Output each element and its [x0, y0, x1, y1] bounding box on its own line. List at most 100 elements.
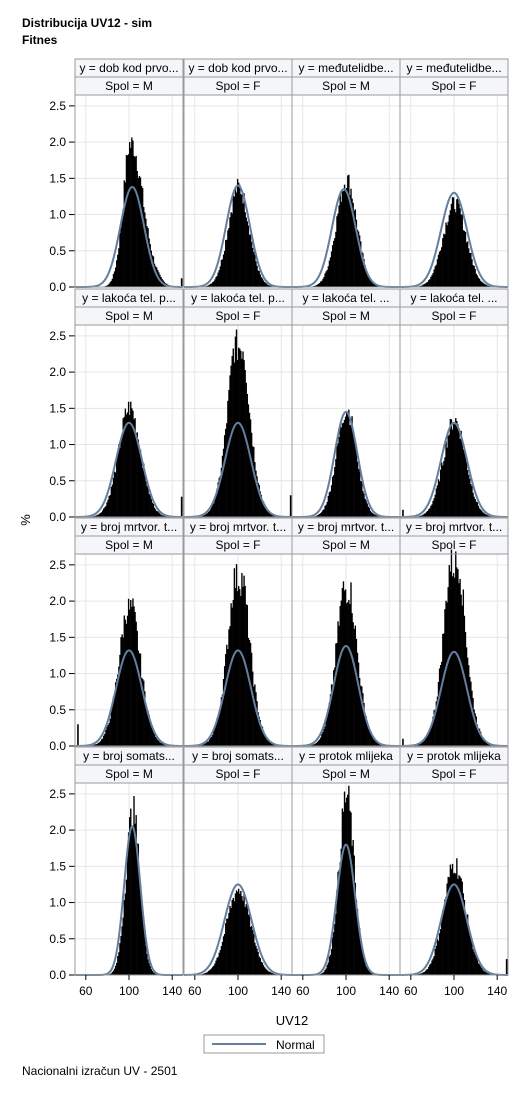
- histogram-bar: [476, 275, 479, 287]
- histogram-bar: [433, 710, 435, 746]
- histogram-spike: [402, 509, 404, 517]
- histogram-bar: [244, 212, 246, 287]
- panel-frame: [74, 94, 184, 288]
- y-tick-label: 1.0: [49, 896, 66, 910]
- histogram-bar: [353, 855, 355, 975]
- normal-curve: [184, 421, 292, 518]
- histogram-bar: [483, 283, 485, 287]
- histogram-bar: [449, 571, 452, 746]
- histogram-bar: [444, 234, 446, 287]
- histogram-bar: [240, 193, 242, 287]
- histogram-bar: [145, 218, 147, 287]
- histogram-bar: [249, 419, 252, 517]
- histogram-bar: [140, 677, 143, 746]
- histogram-bar: [379, 744, 381, 746]
- y-tick-label: 2.5: [49, 787, 66, 801]
- histogram-bar: [130, 808, 132, 975]
- panel-variable-label: y = dob kod prvo...: [188, 61, 287, 75]
- histogram-bar: [257, 951, 259, 975]
- histogram-bar: [322, 510, 324, 517]
- histogram-bar: [123, 615, 125, 746]
- panel-variable-label: y = broj mrtvor. t...: [298, 520, 394, 534]
- histogram-bar: [484, 284, 486, 287]
- histogram-bar: [207, 512, 210, 517]
- histogram-bar: [483, 739, 485, 746]
- histogram-bar: [468, 474, 470, 517]
- histogram-bar: [238, 586, 240, 746]
- histogram-bar: [476, 502, 479, 517]
- histogram-bar: [314, 285, 317, 287]
- histogram-bar: [482, 737, 484, 746]
- histogram-bar: [112, 696, 115, 746]
- histogram-bar: [469, 676, 471, 746]
- histogram-bar: [151, 255, 154, 287]
- histogram-bar: [433, 498, 435, 517]
- histogram-bar: [340, 848, 342, 975]
- histogram-bar: [351, 845, 353, 975]
- histogram-bar: [444, 899, 446, 975]
- y-tick-label: 0.5: [49, 932, 66, 946]
- histogram-bar: [427, 968, 429, 975]
- histogram-bar: [421, 285, 423, 287]
- histogram-bar: [353, 438, 355, 517]
- histogram-bar: [260, 277, 263, 287]
- histogram-bar: [457, 424, 459, 517]
- histogram-bar: [133, 796, 135, 975]
- histogram-bar: [327, 266, 330, 287]
- histogram-bar: [105, 285, 107, 287]
- histogram-bar: [260, 494, 263, 517]
- histogram-bar: [481, 510, 483, 517]
- histogram-bar: [254, 684, 256, 746]
- histogram-bar: [94, 515, 96, 517]
- histogram-bar: [466, 241, 469, 287]
- histogram-bar: [341, 587, 344, 746]
- histogram-bar: [141, 467, 144, 517]
- histogram-bar: [461, 881, 463, 975]
- histogram-bar: [256, 948, 258, 975]
- histogram-bar: [485, 742, 487, 746]
- histogram-bar: [222, 936, 225, 975]
- histogram-bar: [209, 283, 212, 287]
- histogram-bar: [348, 599, 350, 746]
- histogram-bar: [362, 693, 364, 746]
- histogram-bar: [338, 205, 340, 287]
- histogram-bar: [213, 503, 215, 517]
- histogram-bar: [364, 265, 366, 287]
- histogram-bar: [458, 875, 460, 975]
- histogram-bar: [446, 225, 448, 287]
- panel-variable-label: y = protok mlijeka: [407, 749, 501, 763]
- histogram-bar: [227, 230, 229, 287]
- histogram-bar: [212, 503, 214, 517]
- histogram-bar: [373, 283, 375, 287]
- histogram-bar: [446, 883, 448, 975]
- histogram-bar: [435, 945, 438, 975]
- histogram-bar: [461, 605, 463, 746]
- histogram-bar: [245, 382, 247, 517]
- histogram-bar: [121, 216, 123, 287]
- panel-frame: [399, 553, 509, 747]
- histogram-bar: [343, 184, 346, 287]
- histogram-bar: [478, 728, 481, 746]
- histogram-bar: [127, 832, 130, 975]
- histogram-bar: [244, 370, 246, 517]
- histogram-bar: [341, 423, 344, 517]
- histogram-bar: [475, 716, 477, 746]
- normal-curve: [400, 421, 508, 518]
- histogram-bar: [239, 589, 241, 746]
- histogram-bar: [452, 573, 455, 746]
- histogram-bar: [469, 932, 471, 975]
- histogram-bar: [113, 471, 116, 517]
- histogram-bar: [466, 470, 469, 517]
- histogram-bar: [460, 430, 462, 517]
- histogram-bar: [471, 939, 473, 975]
- histogram-bar: [335, 643, 337, 746]
- histogram-bar: [479, 280, 482, 287]
- histogram-bar: [366, 272, 368, 287]
- histogram-bar: [354, 209, 357, 287]
- histogram-bar: [439, 250, 442, 287]
- histogram-bar: [158, 740, 160, 746]
- histogram-bar: [472, 697, 474, 746]
- histogram-bar: [326, 269, 328, 287]
- histogram-bar: [108, 723, 110, 746]
- histogram-bar: [206, 285, 209, 287]
